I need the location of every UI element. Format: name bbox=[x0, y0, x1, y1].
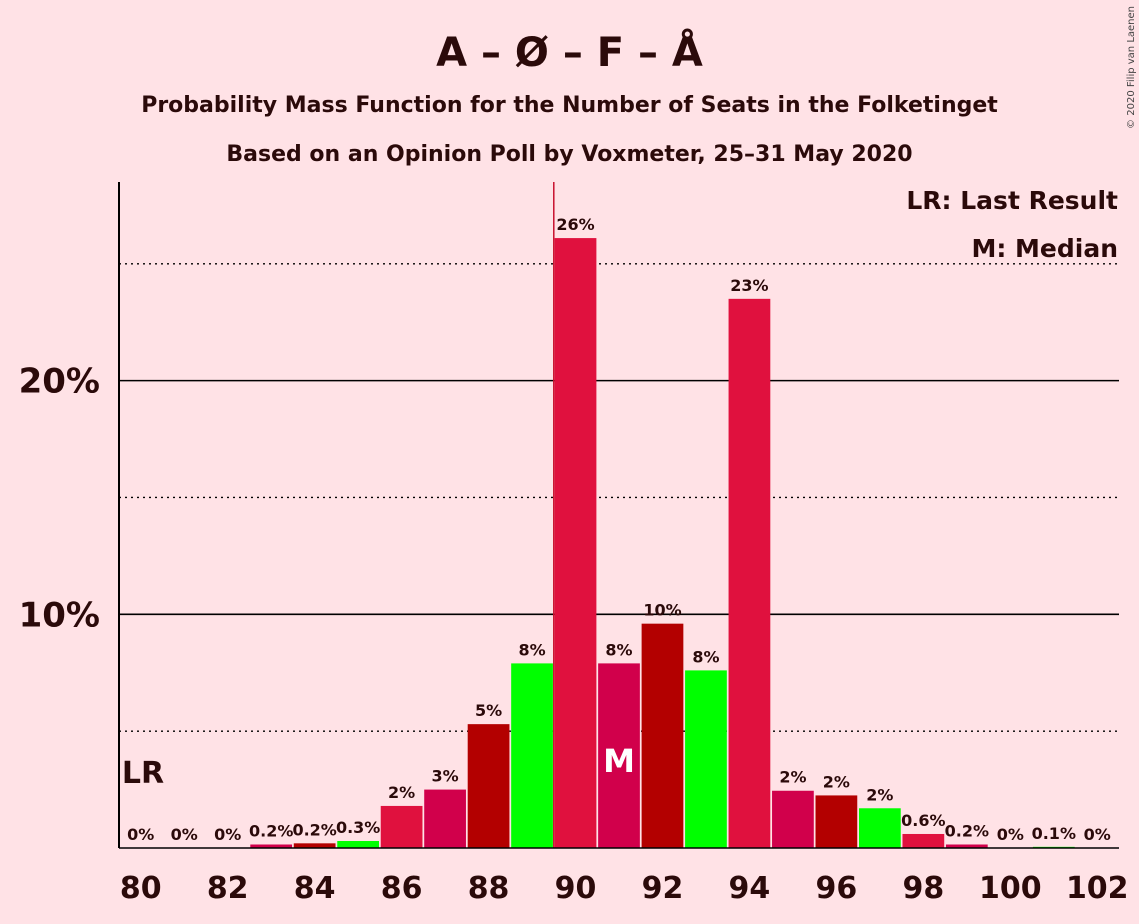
x-tick-label: 82 bbox=[207, 871, 249, 906]
x-tick-label: 92 bbox=[642, 871, 684, 906]
chart-subtitle-line-2: Based on an Opinion Poll by Voxmeter, 25… bbox=[226, 142, 912, 167]
data-labels-group: 0% 0% 0% 0.2% 0.2% 0.3%2%3%5%8%26%8%10%8%23%2… bbox=[127, 215, 1111, 844]
bar-seats-87 bbox=[424, 789, 466, 848]
chart-subtitle-line-1: Probability Mass Function for the Number… bbox=[141, 93, 998, 118]
legend-median: M: Median bbox=[971, 234, 1118, 263]
x-tick-label: 98 bbox=[902, 871, 944, 906]
bar-seats-89 bbox=[511, 663, 553, 848]
data-label-seats-92: 10% bbox=[643, 601, 681, 620]
x-tick-label: 102 bbox=[1066, 871, 1129, 906]
bar-seats-98 bbox=[902, 833, 945, 848]
data-label-seats-85: 0.3% bbox=[336, 818, 380, 837]
data-label-seats-90: 26% bbox=[556, 215, 594, 234]
data-label-seats-83: 0.2% bbox=[249, 821, 293, 840]
bar-seats-90 bbox=[554, 238, 597, 848]
data-label-seats-95: 2% bbox=[779, 768, 806, 787]
bar-seats-91 bbox=[598, 663, 640, 848]
bar-seats-93 bbox=[685, 670, 727, 848]
bar-seats-83 bbox=[250, 844, 293, 848]
y-tick-labels: 10% 20% bbox=[19, 362, 100, 636]
y-tick-label: 10% bbox=[19, 595, 100, 635]
copyright-note: © 2020 Filip van Laenen bbox=[1126, 6, 1137, 129]
y-tick-label: 20% bbox=[19, 362, 100, 402]
chart-title: A – Ø – F – Å bbox=[436, 27, 703, 76]
data-label-seats-101: 0.1% bbox=[1032, 824, 1076, 843]
legend-last-result: LR: Last Result bbox=[906, 186, 1118, 215]
bar-seats-86 bbox=[380, 805, 423, 848]
grid-lines bbox=[119, 263, 1119, 732]
x-tick-label: 94 bbox=[729, 871, 771, 906]
x-tick-label: 90 bbox=[555, 871, 597, 906]
data-label-seats-98: 0.6% bbox=[901, 811, 945, 830]
data-label-seats-80: 0% bbox=[127, 825, 154, 844]
x-tick-label: 84 bbox=[294, 871, 336, 906]
x-tick-label: 88 bbox=[468, 871, 510, 906]
data-label-seats-88: 5% bbox=[475, 701, 502, 720]
x-tick-label: 96 bbox=[816, 871, 858, 906]
data-label-seats-87: 3% bbox=[432, 767, 459, 786]
x-tick-label: 86 bbox=[381, 871, 423, 906]
bar-seats-94 bbox=[728, 298, 771, 848]
data-label-seats-96: 2% bbox=[823, 772, 850, 791]
x-tick-label: 80 bbox=[120, 871, 162, 906]
data-label-seats-89: 8% bbox=[518, 640, 545, 659]
data-label-seats-81: 0% bbox=[171, 825, 198, 844]
bar-seats-96 bbox=[815, 795, 858, 848]
bar-seats-95 bbox=[772, 790, 814, 848]
bar-seats-88 bbox=[467, 724, 510, 848]
bar-seats-84 bbox=[293, 843, 336, 848]
bar-seats-92 bbox=[641, 623, 684, 848]
data-label-seats-86: 2% bbox=[388, 783, 415, 802]
bars-group bbox=[250, 238, 1075, 848]
data-label-seats-102: 0% bbox=[1084, 825, 1111, 844]
data-label-seats-91: 8% bbox=[605, 640, 632, 659]
data-label-seats-99: 0.2% bbox=[945, 821, 989, 840]
bar-seats-85 bbox=[337, 840, 379, 848]
last-result-marker: LR bbox=[122, 756, 164, 791]
x-tick-label: 100 bbox=[979, 871, 1042, 906]
data-label-seats-94: 23% bbox=[730, 276, 768, 295]
x-tick-labels: 80 82 84 86 88 90 92 94 96 98 100 102 bbox=[120, 871, 1129, 906]
bar-seats-97 bbox=[859, 808, 901, 848]
data-label-seats-100: 0% bbox=[997, 825, 1024, 844]
data-label-seats-97: 2% bbox=[866, 785, 893, 804]
data-label-seats-84: 0.2% bbox=[292, 820, 336, 839]
median-marker: M bbox=[603, 742, 635, 780]
bar-seats-99 bbox=[945, 844, 988, 848]
data-label-seats-93: 8% bbox=[692, 647, 719, 666]
data-label-seats-82: 0% bbox=[214, 825, 241, 844]
